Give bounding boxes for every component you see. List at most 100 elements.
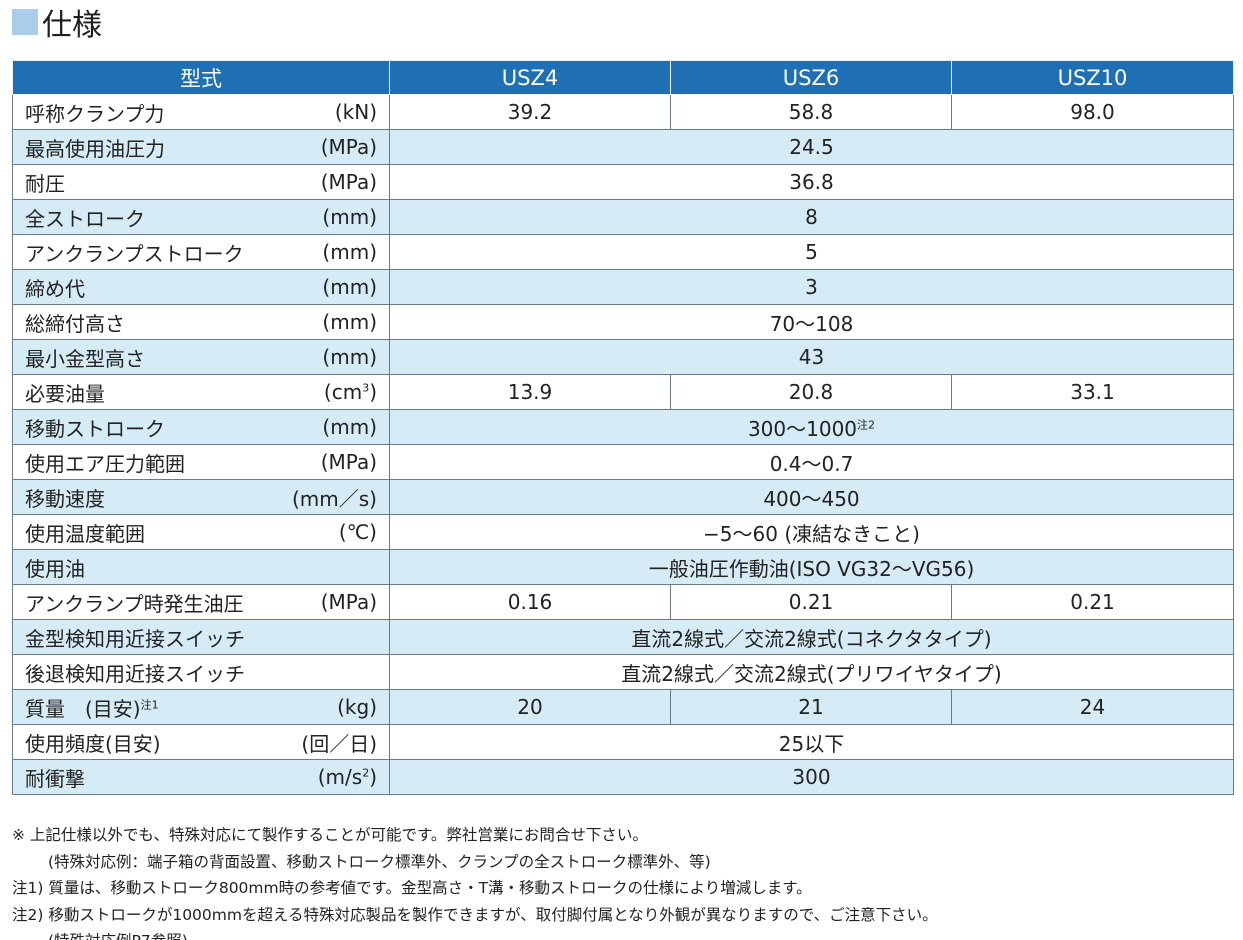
note-general: ※ 上記仕様以外でも、特殊対応にて製作することが可能です。弊社営業にお問合せ下さ… [12,826,648,844]
row-value: 70～108 [769,311,854,336]
row-value-cell: 0.21 [670,584,952,620]
row-label-cell: 移動ストローク (mm) [12,409,390,445]
row-value-cell: 24 [951,689,1234,725]
row-unit: (mm) [322,310,377,334]
row-label-cell: 質量 (目安)注1 (kg) [12,689,390,725]
row-label-wrap: 締め代 [25,273,85,302]
table-row: 最高使用油圧力 (MPa) 24.5 [12,129,1234,165]
row-label-cell: 全ストローク (mm) [12,199,390,235]
row-label: 耐圧 [25,171,65,196]
row-unit-wrap: (MPa) [321,170,377,194]
row-label: 金型検知用近接スイッチ [25,626,245,651]
row-label: アンクランプ時発生油圧 [25,591,244,616]
row-unit-tail: ) [369,765,377,789]
row-label-wrap: 必要油量 [25,378,105,407]
row-label: 質量 (目安) [25,696,141,721]
row-label-cell: 締め代 (mm) [12,269,390,305]
row-unit-wrap: (MPa) [321,450,377,474]
table-row: 耐衝撃 (m/s2) 300 [12,759,1234,795]
table-row: 総締付高さ (mm) 70～108 [12,304,1234,340]
table-row: アンクランプ時発生油圧 (MPa) 0.16 0.21 0.21 [12,584,1234,620]
table-row: 質量 (目安)注1 (kg) 20 21 24 [12,689,1234,725]
table-row: 耐圧 (MPa) 36.8 [12,164,1234,200]
row-value: 5 [805,240,818,264]
row-value: 300 [792,765,831,789]
row-label: 使用頻度(目安) [25,731,161,756]
row-label-cell: 後退検知用近接スイッチ [12,654,390,690]
row-label: 耐衝撃 [25,766,85,791]
table-row: 最小金型高さ (mm) 43 [12,339,1234,375]
row-unit-wrap: (cm3) [324,380,377,404]
note-1: 注1) 質量は、移動ストローク800mm時の参考値です。金型高さ・T溝・移動スト… [12,879,812,897]
row-label-cell: 移動速度 (mm／s) [12,479,390,515]
row-unit-wrap: (mm) [322,240,377,264]
row-label-cell: アンクランプ時発生油圧 (MPa) [12,584,390,620]
row-value: 36.8 [789,170,834,194]
row-label: 最高使用油圧力 [25,136,165,161]
row-unit: (mm／s) [292,486,377,511]
notes: ※ 上記仕様以外でも、特殊対応にて製作することが可能です。弊社営業にお問合せ下さ… [12,822,1233,940]
header-usz4: USZ4 [389,60,671,95]
row-unit: (mm) [322,275,377,299]
row-unit: (MPa) [320,135,377,159]
row-label-wrap: 全ストローク [25,203,145,232]
table-row: 必要油量 (cm3) 13.9 20.8 33.1 [12,374,1234,410]
row-unit-wrap: (mm／s) [292,483,377,512]
row-unit-wrap: (回／日) [301,728,377,757]
row-value-cell: 21 [670,689,952,725]
spec-table-body: 呼称クランプ力 (kN) 39.2 58.8 98.0 最高使用油圧力 (MPa) 24.5 耐… [12,94,1234,795]
row-label-cell: 使用油 [12,549,390,585]
row-unit-wrap: (mm) [322,310,377,334]
table-row: アンクランプストローク (mm) 5 [12,234,1234,270]
row-unit: (kN) [334,100,377,124]
row-label-cell: アンクランプストローク (mm) [12,234,390,270]
section-title: 仕様 [12,2,102,43]
row-value-cell: 39.2 [389,94,671,130]
row-value-cell: 400～450 [389,479,1234,515]
row-value-cell: 300 [389,759,1234,795]
table-row: 使用油 一般油圧作動油(ISO VG32～VG56) [12,549,1234,585]
header-model: 型式 [12,60,390,95]
row-label-wrap: 総締付高さ [25,308,125,337]
row-value-cell: 5 [389,234,1234,270]
row-label: 全ストローク [25,206,145,231]
row-label-cell: 耐圧 (MPa) [12,164,390,200]
row-label: 移動ストローク [25,416,165,441]
row-unit-wrap: (℃) [339,520,377,544]
row-label-cell: 必要油量 (cm3) [12,374,390,410]
row-value: −5～60 (凍結なきこと) [703,521,920,546]
table-row: 移動ストローク (mm) 300～1000注2 [12,409,1234,445]
table-row: 後退検知用近接スイッチ 直流2線式／交流2線式(プリワイヤタイプ) [12,654,1234,690]
row-value-note: 注2 [857,417,876,431]
row-label: 使用温度範囲 [25,521,145,546]
row-label-cell: 最高使用油圧力 (MPa) [12,129,390,165]
table-row: 移動速度 (mm／s) 400～450 [12,479,1234,515]
row-label: 必要油量 [25,381,105,406]
row-label-wrap: アンクランプ時発生油圧 [25,588,244,617]
row-value-cell: 20.8 [670,374,952,410]
row-label-cell: 耐衝撃 (m/s2) [12,759,390,795]
row-unit-wrap: (mm) [322,345,377,369]
row-label-wrap: 耐圧 [25,168,65,197]
table-row: 金型検知用近接スイッチ 直流2線式／交流2線式(コネクタタイプ) [12,619,1234,655]
table-row: 全ストローク (mm) 8 [12,199,1234,235]
note-2: 注2) 移動ストロークが1000mmを超える特殊対応製品を製作できますが、取付脚… [12,905,938,924]
table-row: 使用エア圧力範囲 (MPa) 0.4～0.7 [12,444,1234,480]
row-unit-wrap: (mm) [322,415,377,439]
row-label-wrap: 使用エア圧力範囲 [25,448,185,477]
row-label: 最小金型高さ [25,346,145,371]
row-value: 24.5 [789,135,834,159]
row-value-cell: 20 [389,689,671,725]
row-unit: (MPa) [320,170,377,194]
row-unit: (cm [323,380,363,404]
row-value: 直流2線式／交流2線式(プリワイヤタイプ) [621,661,1002,686]
row-label-wrap: アンクランプストローク [25,238,244,267]
row-unit-exponent: 2 [362,766,370,780]
note-general-example: (特殊対応例：端子箱の背面設置、移動ストローク標準外、クランプの全ストローク標準… [48,852,711,871]
row-value-cell: 一般油圧作動油(ISO VG32～VG56) [389,549,1234,585]
row-unit-wrap: (MPa) [321,135,377,159]
row-label: 移動速度 [25,486,105,511]
table-row: 締め代 (mm) 3 [12,269,1234,305]
section-title-text: 仕様 [42,8,102,43]
row-label: 総締付高さ [25,311,125,336]
